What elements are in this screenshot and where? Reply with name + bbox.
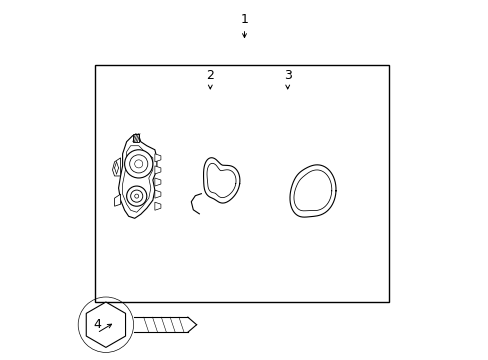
Polygon shape (114, 194, 121, 206)
Bar (95, 65, 387, 302)
Text: 3: 3 (283, 69, 291, 82)
Text: 1: 1 (240, 13, 248, 26)
Circle shape (129, 155, 147, 173)
Circle shape (134, 194, 139, 198)
Polygon shape (122, 146, 153, 212)
Polygon shape (155, 202, 161, 210)
Polygon shape (155, 166, 161, 174)
Circle shape (124, 150, 153, 178)
Polygon shape (155, 154, 161, 162)
Polygon shape (112, 158, 121, 176)
Polygon shape (86, 302, 125, 347)
Circle shape (130, 190, 142, 202)
Polygon shape (155, 178, 161, 186)
Polygon shape (155, 190, 161, 198)
Circle shape (134, 160, 142, 168)
Text: 2: 2 (206, 69, 214, 82)
Circle shape (126, 186, 146, 206)
Text: 4: 4 (93, 318, 101, 330)
Polygon shape (118, 136, 157, 218)
Polygon shape (132, 134, 139, 142)
